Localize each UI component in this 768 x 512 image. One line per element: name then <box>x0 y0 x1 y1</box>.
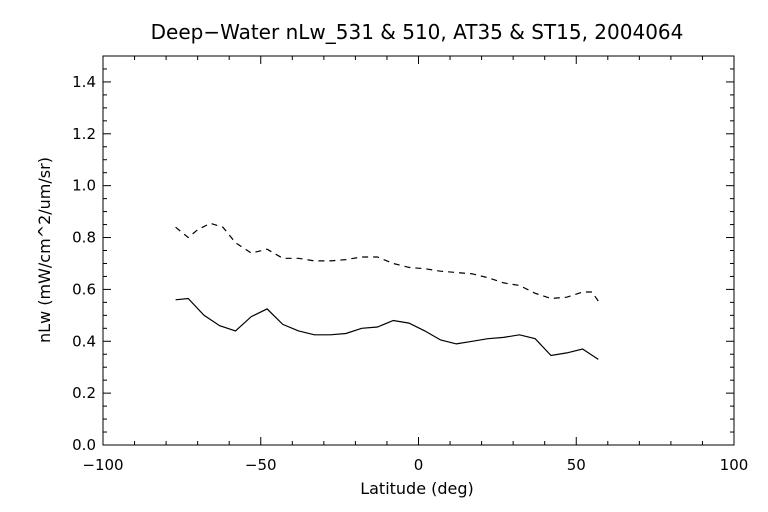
x-tick-label: −100 <box>82 456 123 474</box>
series-line-dashed <box>175 222 599 302</box>
y-tick-label: 0.2 <box>72 384 96 402</box>
y-tick-label: 1.4 <box>72 73 96 91</box>
y-tick-label: 0.4 <box>72 332 96 350</box>
x-tick-label: 100 <box>720 456 749 474</box>
x-axis-label: Latitude (deg) <box>360 479 474 498</box>
x-tick-label: 0 <box>414 456 424 474</box>
series-layer <box>175 222 599 360</box>
axis-ticks: −100 −50 0 50 100 0.0 0.2 0.4 0.6 0.8 1.0 1.2 1.4 <box>72 55 749 474</box>
plot-frame <box>102 55 735 446</box>
y-tick-label: 0.6 <box>72 280 96 298</box>
series-line-solid <box>175 297 599 360</box>
y-tick-label: 1.2 <box>72 125 96 143</box>
y-tick-label: 0.0 <box>72 436 96 454</box>
chart-title: Deep−Water nLw_531 & 510, AT35 & ST15, 2… <box>151 20 684 44</box>
x-tick-label: 50 <box>567 456 586 474</box>
y-tick-label: 1.0 <box>72 177 96 195</box>
y-tick-label: 0.8 <box>72 229 96 247</box>
y-axis-label: nLw (mW/cm^2/um/sr) <box>35 157 54 343</box>
x-tick-label: −50 <box>245 456 277 474</box>
